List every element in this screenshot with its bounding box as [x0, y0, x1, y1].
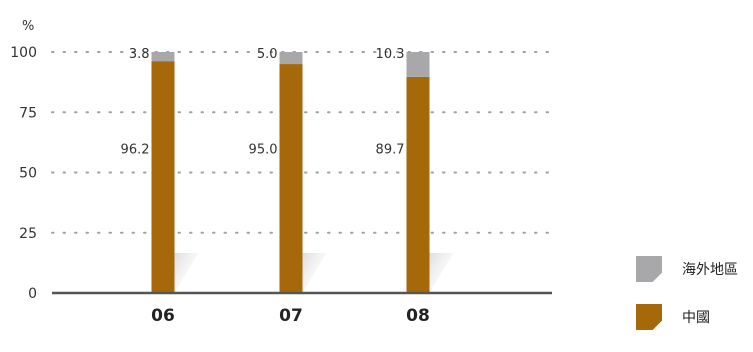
- legend-label-china: 中國: [682, 310, 710, 326]
- bar-segment-overseas: [406, 52, 430, 77]
- y-tick-label: 25: [19, 226, 37, 242]
- legend-swatch-china: [636, 304, 662, 330]
- y-tick-label: 0: [28, 286, 37, 302]
- data-label-china: 95.0: [249, 142, 278, 157]
- y-axis-unit-label: %: [22, 19, 34, 34]
- legend-swatch-overseas: [636, 256, 662, 282]
- legend-label-overseas: 海外地區: [682, 262, 738, 278]
- data-label-overseas: 5.0: [257, 47, 278, 62]
- y-tick-label: 75: [19, 105, 37, 121]
- legend: 海外地區 中國: [636, 256, 738, 352]
- data-label-overseas: 10.3: [376, 47, 405, 62]
- legend-item-overseas: 海外地區: [636, 256, 738, 282]
- bar-segment-overseas: [279, 52, 303, 65]
- bar-segment-china: [151, 61, 175, 293]
- stacked-bar-chart: % 0 25 50 75 100 96.2 3.8 06 95.0 5.0 07 89.7 10.3 08: [10, 19, 553, 326]
- bar-shadow: [174, 253, 199, 293]
- bar-segment-china: [279, 64, 303, 293]
- y-tick-label: 100: [10, 45, 37, 61]
- legend-item-china: 中國: [636, 304, 738, 330]
- bar-segment-china: [406, 76, 430, 293]
- x-category-label: 08: [406, 306, 430, 326]
- x-category-label: 07: [279, 306, 303, 326]
- x-category-label: 06: [151, 306, 175, 326]
- data-label-china: 96.2: [121, 142, 150, 157]
- y-tick-label: 50: [19, 166, 37, 182]
- bar-shadow: [429, 253, 454, 293]
- data-label-china: 89.7: [376, 142, 405, 157]
- bar-segment-overseas: [151, 52, 175, 62]
- data-label-overseas: 3.8: [129, 47, 150, 62]
- bar-shadow: [302, 253, 327, 293]
